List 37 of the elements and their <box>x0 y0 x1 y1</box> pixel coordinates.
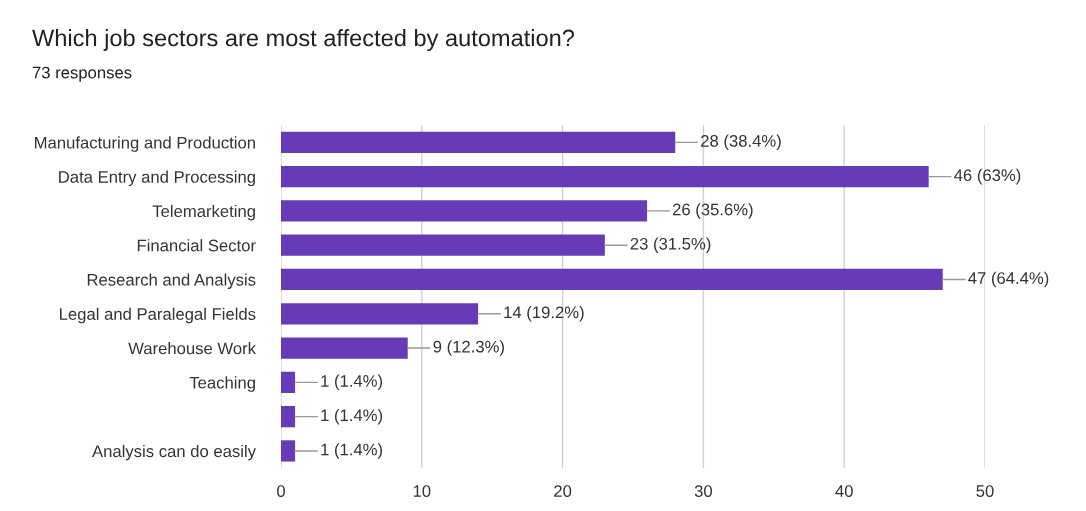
y-tick-label: Data Entry and Processing <box>59 170 255 187</box>
bar <box>281 166 929 188</box>
bar <box>281 131 676 153</box>
bar <box>281 371 296 393</box>
bar <box>281 234 605 256</box>
bar <box>281 268 943 291</box>
data-label: 28 (38.4%) <box>701 134 781 151</box>
x-tick-label: 0 <box>277 485 285 497</box>
x-tick-label: 10 <box>413 485 431 497</box>
bar <box>281 337 408 359</box>
data-label: 9 (12.3%) <box>433 340 504 356</box>
chart-title: Which job sectors are most affected by automation? <box>32 29 575 51</box>
text: 73 responses <box>32 66 132 82</box>
y-tick-label: Financial Sector <box>137 239 256 252</box>
bar <box>281 200 648 222</box>
bar <box>281 303 479 325</box>
x-tick-label: 30 <box>694 485 713 497</box>
y-tick-label: Research and Analysis <box>87 273 256 289</box>
x-tick-label: 20 <box>554 485 572 497</box>
y-tick-label: Manufacturing and Production <box>35 136 255 152</box>
y-tick-label: Telemarketing <box>152 204 255 221</box>
data-label: 23 (31.5%) <box>630 237 711 253</box>
y-tick-label: Teaching <box>189 376 255 392</box>
bar <box>281 406 296 428</box>
data-label: 46 (63%) <box>954 168 1021 185</box>
data-label: 26 (35.6%) <box>672 203 753 219</box>
x-tick-label: 50 <box>976 485 994 497</box>
data-label: 1 (1.4%) <box>321 443 383 459</box>
data-label: 1 (1.4%) <box>321 374 383 391</box>
bar <box>281 440 296 462</box>
data-label: 14 (19.2%) <box>504 306 584 322</box>
y-tick-label: Warehouse Work <box>128 342 257 355</box>
data-label: 47 (64.4%) <box>968 271 1049 288</box>
y-tick-label: Legal and Paralegal Fields <box>60 307 256 324</box>
y-tick-label: Analysis can do easily <box>92 444 256 461</box>
data-label: 1 (1.4%) <box>321 408 383 425</box>
x-tick-label: 40 <box>835 485 853 497</box>
